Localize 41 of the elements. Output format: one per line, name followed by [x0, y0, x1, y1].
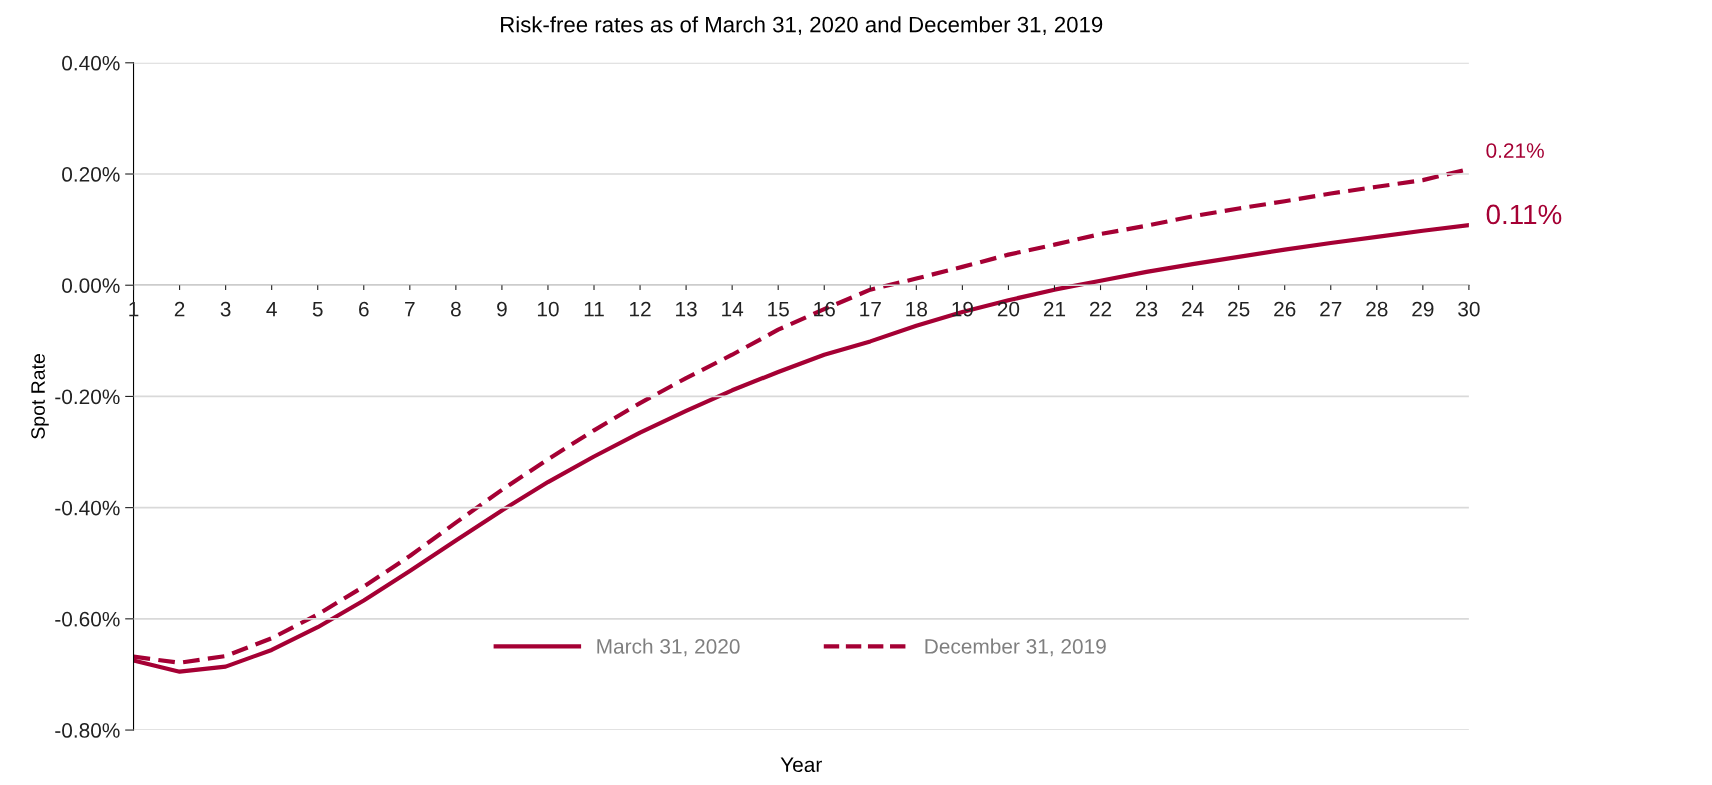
legend-label: March 31, 2020	[597, 638, 740, 657]
y-tick-label: 0.20%	[62, 167, 120, 182]
x-tick-label: 17	[860, 301, 881, 317]
x-tick-label: 8	[450, 301, 461, 317]
x-tick-label: 15	[768, 301, 789, 317]
x-tick-label: 12	[630, 301, 651, 317]
x-tick-label: 4	[266, 301, 277, 317]
x-tick-label: 3	[220, 301, 231, 317]
x-tick-label: 20	[997, 301, 1020, 317]
annotation: 0.11%	[1486, 204, 1562, 225]
y-tick-label: -0.40%	[55, 500, 120, 516]
x-tick-label: 10	[537, 301, 559, 317]
x-tick-label: 2	[174, 301, 185, 317]
x-tick-label: 28	[1366, 301, 1388, 317]
y-tick-label: -0.20%	[55, 389, 120, 405]
x-tick-label: 29	[1412, 301, 1434, 317]
x-tick-label: 22	[1089, 301, 1112, 317]
x-tick-label: 21	[1043, 301, 1066, 317]
y-tick-label: -0.80%	[55, 723, 120, 738]
legend-label: December 31, 2019	[925, 638, 1106, 657]
x-tick-label: 5	[312, 301, 323, 317]
x-tick-label: 30	[1458, 301, 1480, 317]
x-tick-label: 11	[584, 301, 604, 317]
y-tick-label: 0.00%	[62, 278, 120, 293]
x-tick-label: 23	[1136, 301, 1158, 317]
x-tick-label: 9	[497, 301, 507, 317]
x-tick-label: 27	[1320, 301, 1342, 317]
y-tick-label: 0.40%	[62, 55, 120, 71]
y-axis-title: Spot Rate	[31, 354, 49, 439]
x-tick-label: 13	[676, 301, 697, 317]
x-tick-label: 7	[405, 301, 415, 317]
y-tick-label: -0.60%	[55, 611, 120, 627]
x-tick-label: 24	[1182, 301, 1204, 317]
x-tick-label: 6	[359, 301, 369, 317]
x-tick-label: 18	[906, 301, 928, 317]
x-tick-label: 25	[1228, 301, 1250, 317]
x-tick-label: 14	[722, 301, 744, 317]
x-tick-label: 26	[1274, 301, 1296, 317]
x-axis-title: Year	[780, 757, 822, 773]
chart-title: Risk-free rates as of March 31, 2020 and December 31, 2019	[501, 16, 1103, 36]
annotation: 0.21%	[1486, 143, 1544, 158]
